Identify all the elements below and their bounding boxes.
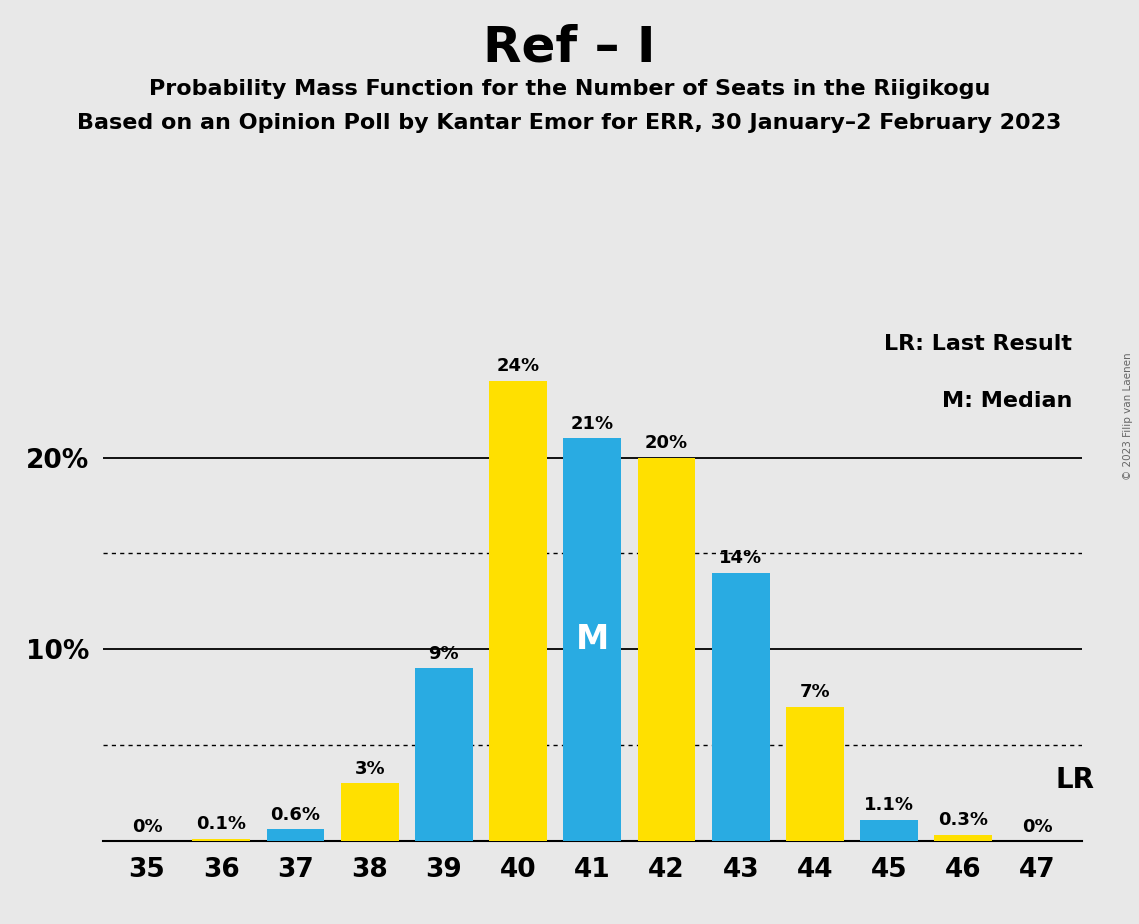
Text: M: Median: M: Median <box>942 391 1072 410</box>
Text: 24%: 24% <box>497 358 540 375</box>
Text: 0.1%: 0.1% <box>196 815 246 833</box>
Text: 0%: 0% <box>1022 818 1052 836</box>
Bar <box>341 784 399 841</box>
Text: © 2023 Filip van Laenen: © 2023 Filip van Laenen <box>1123 352 1133 480</box>
Bar <box>786 707 844 841</box>
Text: 9%: 9% <box>428 645 459 663</box>
Bar <box>860 820 918 841</box>
Text: M: M <box>575 623 609 656</box>
Bar <box>489 381 547 841</box>
Text: LR: Last Result: LR: Last Result <box>884 334 1072 354</box>
Text: 0.6%: 0.6% <box>270 806 320 823</box>
Bar <box>267 830 325 841</box>
Text: 21%: 21% <box>571 415 614 432</box>
Text: 0%: 0% <box>132 818 163 836</box>
Text: 20%: 20% <box>645 433 688 452</box>
Text: Based on an Opinion Poll by Kantar Emor for ERR, 30 January–2 February 2023: Based on an Opinion Poll by Kantar Emor … <box>77 113 1062 133</box>
Text: 1.1%: 1.1% <box>865 796 915 814</box>
Bar <box>934 835 992 841</box>
Bar <box>564 438 621 841</box>
Text: 14%: 14% <box>719 549 762 566</box>
Bar <box>638 457 696 841</box>
Text: 7%: 7% <box>800 683 830 701</box>
Text: 3%: 3% <box>354 760 385 778</box>
Text: Probability Mass Function for the Number of Seats in the Riigikogu: Probability Mass Function for the Number… <box>149 79 990 99</box>
Bar <box>192 839 251 841</box>
Text: 0.3%: 0.3% <box>939 811 989 830</box>
Bar <box>415 668 473 841</box>
Text: Ref – I: Ref – I <box>483 23 656 71</box>
Text: LR: LR <box>1055 765 1095 794</box>
Bar <box>712 573 770 841</box>
